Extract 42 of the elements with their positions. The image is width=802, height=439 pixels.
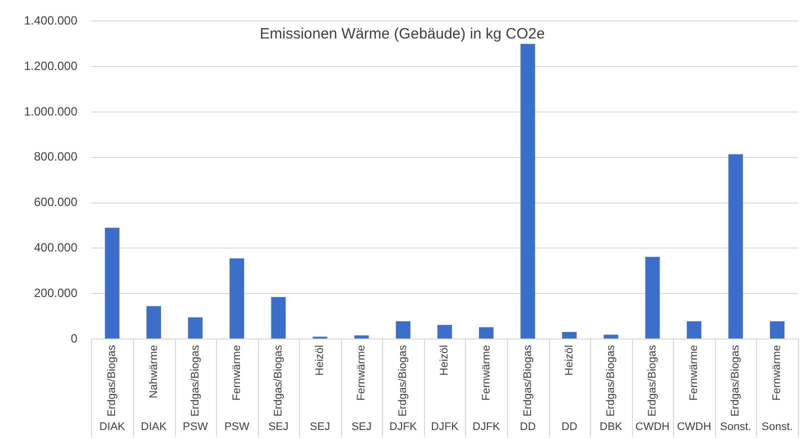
category-label: Nahwärme DIAK [140,345,167,434]
bar [604,334,618,338]
y-tick-label: 600.000 [34,195,78,210]
y-tick-label: 200.000 [34,286,78,300]
category-label: Heizöl DD [561,345,578,434]
chart-title: Emissionen Wärme (Gebäude) in kg CO2e [260,25,545,42]
bar [770,321,784,338]
y-tick-label: 1.000.000 [24,104,78,118]
x-tick-label: Erdgas/Biogas PSW [182,344,208,434]
category-label: Fernwärme PSW [224,345,250,434]
category-label: Fernwärme DJFK [472,345,500,434]
x-tick-label: Erdgas/Biogas CWDH [635,344,670,434]
y-tick-label: 800.000 [34,150,78,164]
category-label: Fernwärme CWDH [676,345,712,434]
bar [271,297,286,338]
y-tick-label: 1.400.000 [24,14,78,28]
x-tick-label: Erdgas/Biogas DBK [600,344,623,434]
y-tick-label: 0 [70,331,78,346]
category-label: Fernwärme SEJ [351,345,372,434]
bar [354,335,369,338]
bar [104,228,120,338]
bar [520,44,536,338]
x-tick-label: Erdgas/Biogas DD [520,344,536,434]
x-tick-label: Erdgas/Biogas DIAK [99,344,126,434]
x-tick-label: Erdgas/Biogas Sonst. [720,344,752,434]
category-label: Fernwärme Sonst. [762,345,793,434]
bar [478,327,494,338]
x-tick-label: Erdgas/Biogas SEJ [268,344,289,434]
bar [188,317,203,338]
bar [437,324,452,338]
bar [146,306,162,338]
category-label: Heizöl SEJ [310,345,330,434]
bar [562,332,577,338]
category-label: Heizöl DJFK [430,345,458,434]
y-tick-label: 1.200.000 [24,58,78,73]
bar [396,321,410,338]
bar [728,154,743,338]
bar [230,258,244,338]
y-tick-label: 400.000 [34,240,78,255]
bar [686,321,702,338]
bar [645,256,660,338]
x-tick-label: Erdgas/Biogas DJFK [389,344,418,434]
